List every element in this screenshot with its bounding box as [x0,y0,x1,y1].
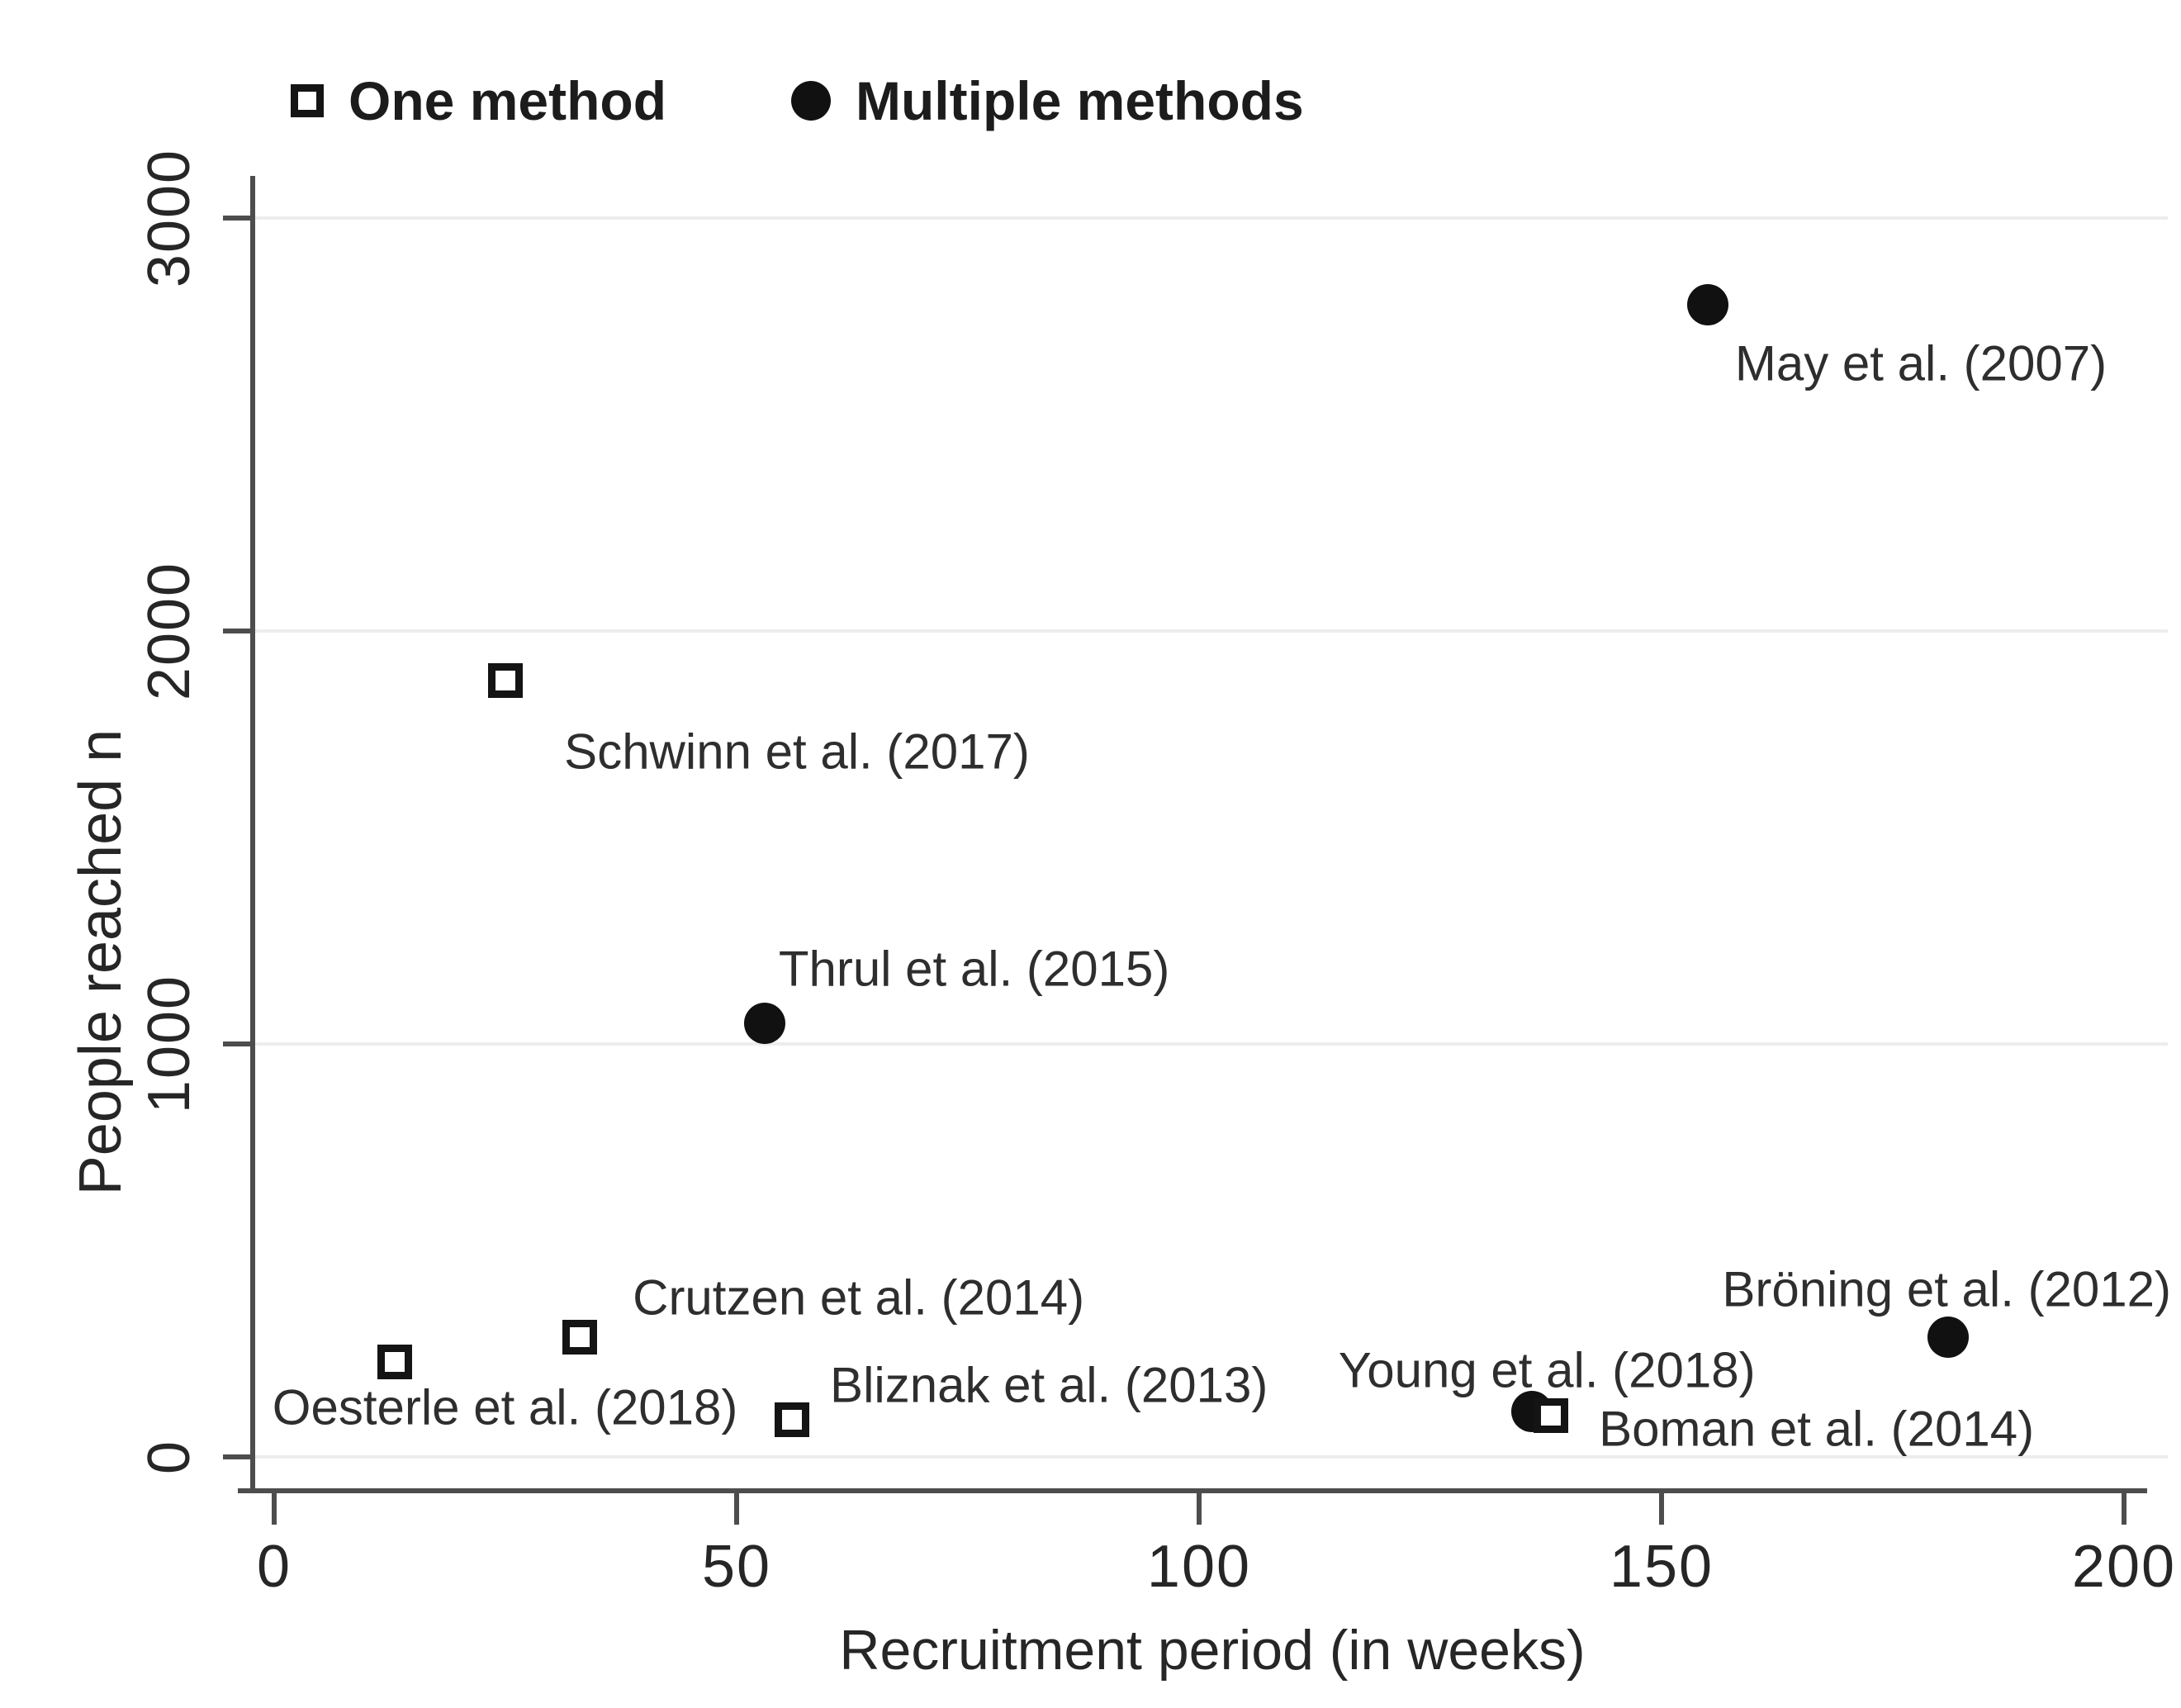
x-tick [272,1492,277,1525]
y-tick-label: 1000 [136,974,202,1114]
data-point-square [377,1345,412,1379]
y-axis-line [250,176,255,1493]
y-tick-label: 0 [136,1439,202,1475]
x-tick-label: 100 [1146,1534,1252,1600]
y-tick [223,1454,253,1459]
x-tick [1197,1492,1202,1525]
data-point-circle [1687,284,1728,325]
data-point-label: Crutzen et al. (2014) [633,1269,1085,1326]
data-point-label: Thrul et al. (2015) [778,941,1170,997]
x-axis-title: Recruitment period (in weeks) [839,1619,1586,1682]
y-tick [223,1041,253,1046]
data-point-label: Young et al. (2018) [1338,1342,1756,1398]
data-point-label: May et al. (2007) [1734,335,2108,391]
legend-label: One method [348,70,667,131]
x-tick-label: 0 [256,1534,292,1600]
data-point-label: Bröning et al. (2012) [1722,1261,2172,1317]
y-tick-label: 3000 [136,148,202,288]
data-point-square [775,1402,810,1437]
data-point-circle [1927,1317,1970,1358]
data-point-label: Bliznak et al. (2013) [830,1357,1268,1413]
data-point-square [488,663,523,698]
x-tick-label: 50 [701,1534,772,1600]
filled-circle-icon [791,81,831,121]
data-point-square [562,1320,597,1355]
hollow-square-icon [291,84,324,117]
y-tick [223,629,253,633]
gridline-y-2000 [255,629,2168,633]
legend-item-multiple-methods: Multiple methods [791,69,1304,132]
y-tick [223,216,253,221]
x-axis-line [238,1488,2147,1493]
data-point-circle [743,1003,785,1044]
x-tick-label: 200 [2071,1534,2177,1600]
y-axis-title: People reached n [68,728,134,1196]
x-tick-label: 150 [1609,1534,1714,1600]
y-tick-label: 2000 [136,561,202,701]
data-point-label: Oesterle et al. (2018) [272,1379,738,1435]
data-point-label: Schwinn et al. (2017) [564,724,1030,780]
legend-item-one-method: One method [291,69,666,132]
gridline-y-3000 [255,216,2168,220]
data-point-label: Boman et al. (2014) [1599,1401,2035,1457]
data-point-square [1533,1398,1568,1433]
x-tick [734,1492,739,1525]
x-tick [1659,1492,1664,1525]
legend-label: Multiple methods [856,70,1304,131]
gridline-y-0 [255,1455,2168,1459]
gridline-y-1000 [255,1042,2168,1046]
x-tick [2122,1492,2126,1525]
